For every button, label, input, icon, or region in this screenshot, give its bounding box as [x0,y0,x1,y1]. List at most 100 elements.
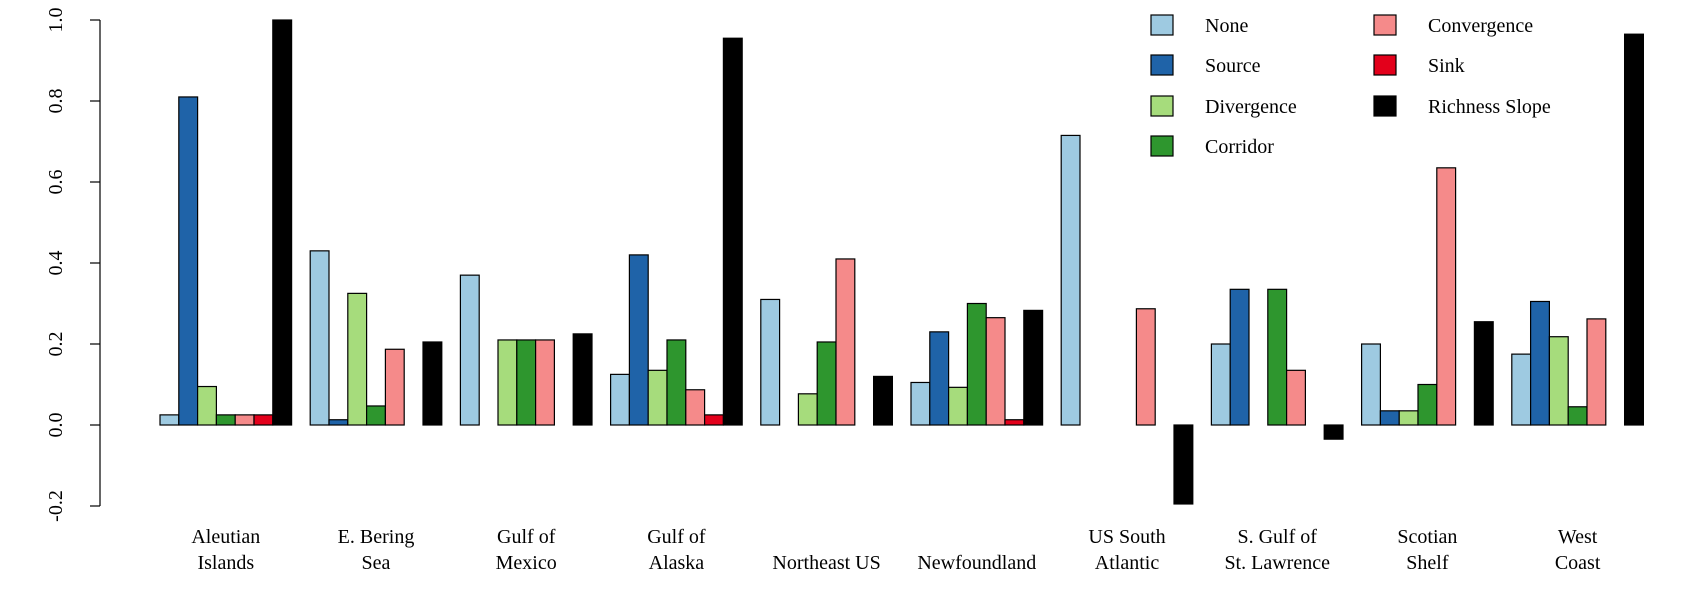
bars [159,19,1644,505]
bar [1529,300,1550,426]
y-axis: -0.2 0.0 0.2 0.4 0.6 0.8 1.0 [45,8,101,522]
bar [1229,288,1250,426]
bar [1060,134,1081,426]
legend-swatch [1150,95,1174,117]
y-tick-label: 0.2 [45,332,67,357]
bar [215,414,236,426]
legend-label: Divergence [1205,96,1297,118]
x-tick-label: US South [1088,526,1165,548]
bar [459,274,480,426]
bar [328,419,349,426]
legend-swatch [1373,14,1397,36]
x-tick-label: Shelf [1406,552,1449,574]
x-tick-label: Sea [362,552,391,574]
bar [797,393,818,426]
legend-swatch [1150,14,1174,36]
x-tick-label: Northeast US [772,552,880,574]
x-tick-label: St. Lawrence [1224,552,1330,574]
bar [1004,419,1025,426]
y-tick-label: -0.2 [45,490,67,522]
bar [1023,309,1044,426]
legend-label: Convergence [1428,15,1533,37]
bar [1511,353,1532,426]
x-tick-label: Atlantic [1095,552,1160,574]
y-tick-label: 0.8 [45,89,67,114]
legend-label: Sink [1428,55,1465,77]
bar [872,375,893,426]
x-tick-label: Gulf of [497,526,556,548]
bar [422,341,443,426]
bar [1473,321,1494,426]
x-tick-label: Gulf of [647,526,706,548]
bar [985,317,1006,426]
bar [609,373,630,426]
bar [1323,424,1344,440]
legend-label: None [1205,15,1248,37]
bar [384,348,405,426]
bar [1417,383,1438,426]
bar [910,381,931,426]
x-tick-label: Aleutian [191,526,260,548]
y-tick-label: 1.0 [45,8,67,33]
bar [666,339,687,426]
legend-swatch [1373,54,1397,76]
legend-swatch [1150,135,1174,157]
x-tick-label: E. Bering [338,526,415,548]
bar [1135,308,1156,426]
bar [1360,343,1381,426]
x-tick-label: Coast [1555,552,1601,574]
y-tick-label: 0.0 [45,413,67,438]
bar [1210,343,1231,426]
bar [1398,410,1419,426]
bar [1267,288,1288,426]
bar [253,414,274,426]
legend-swatch [1150,54,1174,76]
y-tick-label: 0.4 [45,251,67,276]
bar [1548,336,1569,426]
bar [347,292,368,426]
legend-label: Source [1205,55,1261,77]
bar [685,389,706,426]
bar [722,37,743,426]
bar [272,19,293,426]
bar [1567,406,1588,426]
legend-label: Richness Slope [1428,96,1551,118]
bar [1436,167,1457,426]
x-tick-label: Newfoundland [917,552,1036,574]
bar [1623,33,1644,426]
bar [234,414,255,426]
bar [1285,369,1306,426]
bar [497,339,518,426]
bar [835,258,856,426]
x-tick-label: Scotian [1397,526,1457,548]
bar [816,341,837,426]
x-tick-label: West [1558,526,1598,548]
bar [309,250,330,426]
bar [197,385,218,426]
x-tick-label: Mexico [496,552,557,574]
y-tick-label: 0.6 [45,170,67,195]
bar [703,414,724,426]
bar [572,333,593,426]
bar [366,405,387,426]
x-tick-label: Alaska [649,552,705,574]
legend: None Source Divergence Corridor Convergence S… [1150,14,1551,158]
legend-swatch [1373,95,1397,117]
x-tick-label: S. Gulf of [1237,526,1317,548]
bar [159,414,180,426]
bar [516,339,537,426]
x-axis-labels: Aleutian Islands E. Bering Sea Gulf of Mexico… [191,526,1600,574]
bar [1586,318,1607,426]
bar [966,302,987,426]
bar [628,254,649,426]
x-tick-label: Islands [197,552,254,574]
bar [1173,424,1194,505]
bar [1379,410,1400,426]
bar [647,369,668,426]
bar [929,331,950,426]
bar [534,339,555,426]
bar [947,386,968,426]
bar [760,298,781,426]
legend-label: Corridor [1205,136,1274,158]
